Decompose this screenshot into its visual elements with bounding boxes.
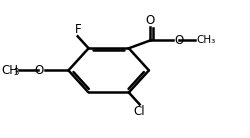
Text: F: F [74, 23, 81, 36]
Text: O: O [34, 64, 43, 77]
Text: O: O [174, 34, 183, 47]
Text: CH₃: CH₃ [196, 35, 215, 45]
Text: 3: 3 [13, 68, 18, 77]
Text: Cl: Cl [134, 105, 145, 118]
Text: CH: CH [2, 64, 18, 77]
Text: O: O [146, 14, 155, 27]
